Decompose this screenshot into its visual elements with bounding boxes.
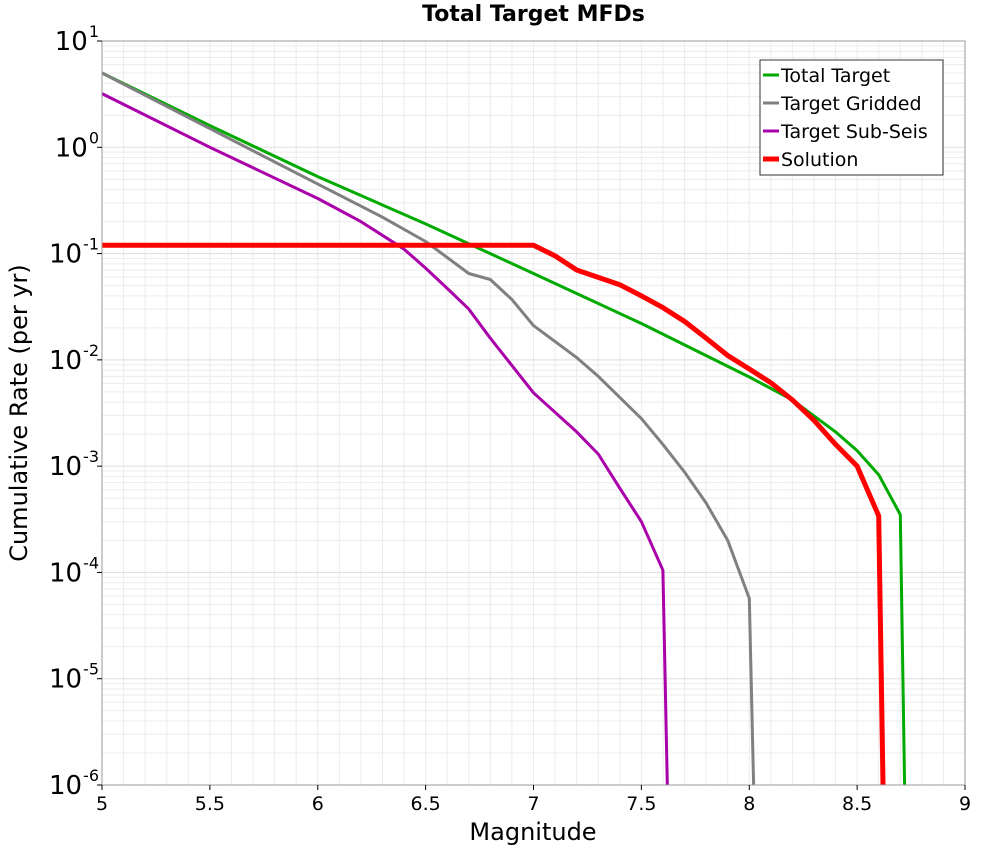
y-tick-label: -110 bbox=[49, 235, 99, 270]
series-line-target-gridded bbox=[101, 71, 756, 786]
x-axis-label: Magnitude bbox=[469, 818, 596, 846]
x-tick-label: 8.5 bbox=[842, 793, 872, 815]
y-tick-base: 10 bbox=[49, 240, 82, 270]
y-tick-exponent: 1 bbox=[89, 22, 99, 41]
y-tick-label: 010 bbox=[55, 128, 99, 163]
y-tick-exponent: -1 bbox=[83, 235, 99, 254]
y-tick-exponent: -3 bbox=[83, 447, 99, 466]
series-line-target-sub-seis bbox=[101, 92, 669, 786]
y-tick-base: 10 bbox=[49, 771, 82, 801]
x-axis-ticks: 5 5.5 6 6.5 7 7.5 8 8.5 9 bbox=[96, 785, 971, 815]
y-tick-base: 10 bbox=[55, 133, 88, 163]
y-tick-base: 10 bbox=[49, 452, 82, 482]
data-series bbox=[101, 71, 907, 786]
y-tick-base: 10 bbox=[49, 346, 82, 376]
legend-label-total-target: Total Target bbox=[780, 65, 890, 87]
y-tick-exponent: 0 bbox=[89, 128, 99, 147]
y-tick-label: -210 bbox=[49, 341, 99, 376]
series-line-total-target bbox=[101, 71, 907, 786]
x-tick-label: 6.5 bbox=[411, 793, 441, 815]
y-tick-label: -410 bbox=[49, 553, 99, 588]
y-tick-exponent: -4 bbox=[83, 553, 99, 572]
x-tick-label: 7.5 bbox=[626, 793, 656, 815]
y-tick-exponent: -5 bbox=[83, 660, 99, 679]
x-tick-label: 6 bbox=[312, 793, 324, 815]
y-tick-label: -510 bbox=[49, 660, 99, 695]
y-tick-base: 10 bbox=[49, 665, 82, 695]
legend-label-target-gridded: Target Gridded bbox=[780, 93, 922, 115]
legend-label-solution: Solution bbox=[781, 149, 858, 171]
y-tick-label: 110 bbox=[55, 22, 99, 57]
x-tick-label: 5.5 bbox=[195, 793, 225, 815]
y-axis-label: Cumulative Rate (per yr) bbox=[5, 264, 33, 562]
y-tick-base: 10 bbox=[55, 27, 88, 57]
legend-label-target-sub-seis: Target Sub-Seis bbox=[780, 121, 928, 143]
y-tick-base: 10 bbox=[49, 558, 82, 588]
x-tick-label: 8 bbox=[743, 793, 755, 815]
y-tick-label: -610 bbox=[49, 766, 99, 801]
grid-lines bbox=[101, 41, 966, 786]
y-tick-label: -310 bbox=[49, 447, 99, 482]
y-tick-exponent: -6 bbox=[83, 766, 99, 785]
legend-box bbox=[759, 59, 944, 176]
x-tick-label: 9 bbox=[959, 793, 971, 815]
legend: Total Target Target Gridded Target Sub-Sei… bbox=[759, 59, 944, 176]
y-tick-exponent: -2 bbox=[83, 341, 99, 360]
series-line-solution bbox=[102, 242, 886, 786]
x-tick-label: 5 bbox=[96, 793, 108, 815]
chart-title: Total Target MFDs bbox=[422, 2, 645, 27]
x-tick-label: 7 bbox=[527, 793, 539, 815]
